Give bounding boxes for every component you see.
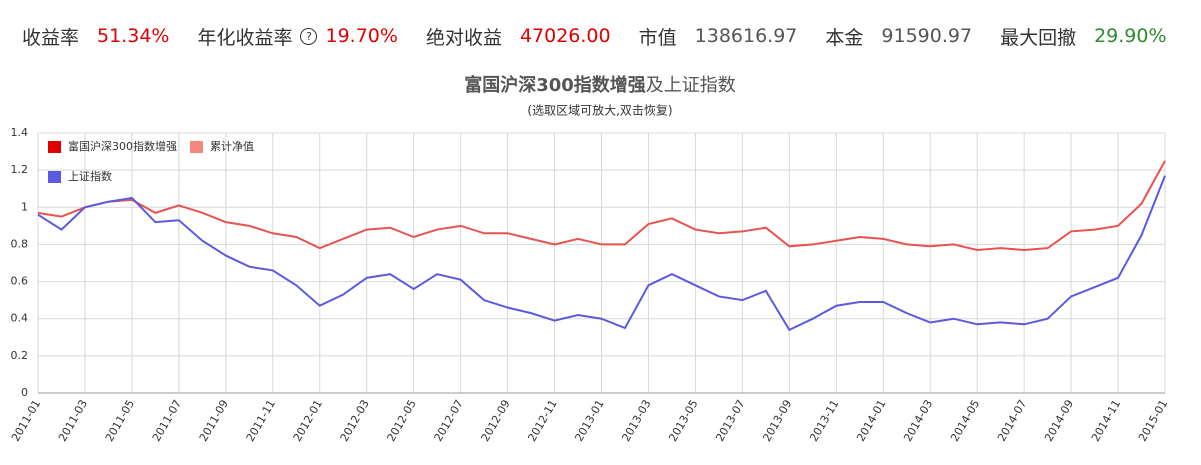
stat-value: 47026.00 [519, 25, 611, 47]
help-icon[interactable]: ? [300, 27, 318, 45]
x-tick-label: 2011-07 [150, 398, 184, 444]
stat-label: 最大回撤 [1000, 26, 1077, 49]
x-tick-label: 2012-09 [479, 398, 513, 444]
title-main: 富国沪深300指数增强 [464, 74, 646, 96]
y-tick-label: 0.2 [11, 349, 29, 362]
stat-label: 市值 [638, 26, 677, 49]
x-tick-label: 2014-07 [995, 398, 1029, 444]
x-tick-label: 2012-05 [385, 398, 419, 444]
y-tick-label: 1 [21, 200, 28, 213]
x-tick-label: 2011-01 [9, 398, 43, 444]
legend-item[interactable]: 上证指数 [48, 169, 112, 183]
stat-value: 51.34% [97, 25, 170, 47]
stat-label: 绝对收益 [425, 26, 502, 49]
x-tick-label: 2011-11 [244, 398, 278, 444]
legend-swatch [190, 141, 203, 153]
x-tick-label: 2013-07 [713, 398, 747, 444]
x-tick-label: 2013-05 [666, 398, 700, 444]
y-tick-label: 0.8 [11, 237, 29, 250]
x-tick-label: 2013-09 [760, 398, 794, 444]
x-tick-label: 2011-09 [197, 398, 231, 444]
y-tick-label: 0.4 [11, 312, 29, 325]
x-tick-label: 2013-11 [807, 398, 841, 444]
stat-value: 91590.97 [881, 25, 973, 47]
legend-swatch [48, 171, 61, 183]
x-tick-label: 2015-01 [1136, 398, 1170, 444]
legend-label: 累计净值 [210, 139, 254, 153]
x-tick-label: 2014-09 [1042, 398, 1076, 444]
legend-label: 富国沪深300指数增强 [68, 139, 177, 153]
legend-item[interactable]: 富国沪深300指数增强 [48, 139, 177, 153]
x-tick-label: 2012-01 [291, 398, 325, 444]
title-suffix: 及上证指数 [646, 75, 736, 96]
x-tick-label: 2011-03 [56, 398, 90, 444]
stat-value: 19.70% [325, 25, 398, 47]
series-line [37, 175, 1166, 332]
stat-label: 年化收益率 [197, 26, 293, 49]
legend-item[interactable]: 累计净值 [190, 139, 254, 153]
y-tick-label: 1.2 [11, 163, 29, 176]
x-tick-label: 2012-03 [338, 398, 372, 444]
stat-value: 29.90% [1094, 25, 1167, 47]
y-tick-label: 0.6 [11, 275, 29, 288]
stat-value: 138616.97 [694, 25, 798, 47]
x-tick-label: 2013-03 [619, 398, 653, 444]
stats-bar: 收益率 51.34% 年化收益率? 19.70% 绝对收益 47026.00 市值 13861… [22, 20, 1195, 52]
x-tick-label: 2014-01 [854, 398, 888, 444]
stat-label: 本金 [825, 26, 864, 49]
x-tick-label: 2013-01 [572, 398, 606, 444]
legend-label: 上证指数 [68, 169, 112, 183]
x-tick-label: 2014-05 [948, 398, 982, 444]
x-tick-label: 2012-11 [525, 398, 559, 444]
x-tick-label: 2014-03 [901, 398, 935, 444]
legend-swatch [48, 141, 61, 153]
series-line [37, 160, 1166, 252]
stat-label: 收益率 [22, 26, 80, 49]
x-tick-label: 2012-07 [432, 398, 466, 444]
chart-subtitle: (选取区域可放大,双击恢复) [527, 103, 672, 118]
x-tick-label: 2014-11 [1089, 398, 1123, 444]
x-tick-label: 2011-05 [103, 398, 137, 444]
y-tick-label: 0 [21, 386, 28, 399]
y-tick-label: 1.4 [11, 126, 29, 139]
chart-title: 富国沪深300指数增强及上证指数 [464, 74, 736, 96]
